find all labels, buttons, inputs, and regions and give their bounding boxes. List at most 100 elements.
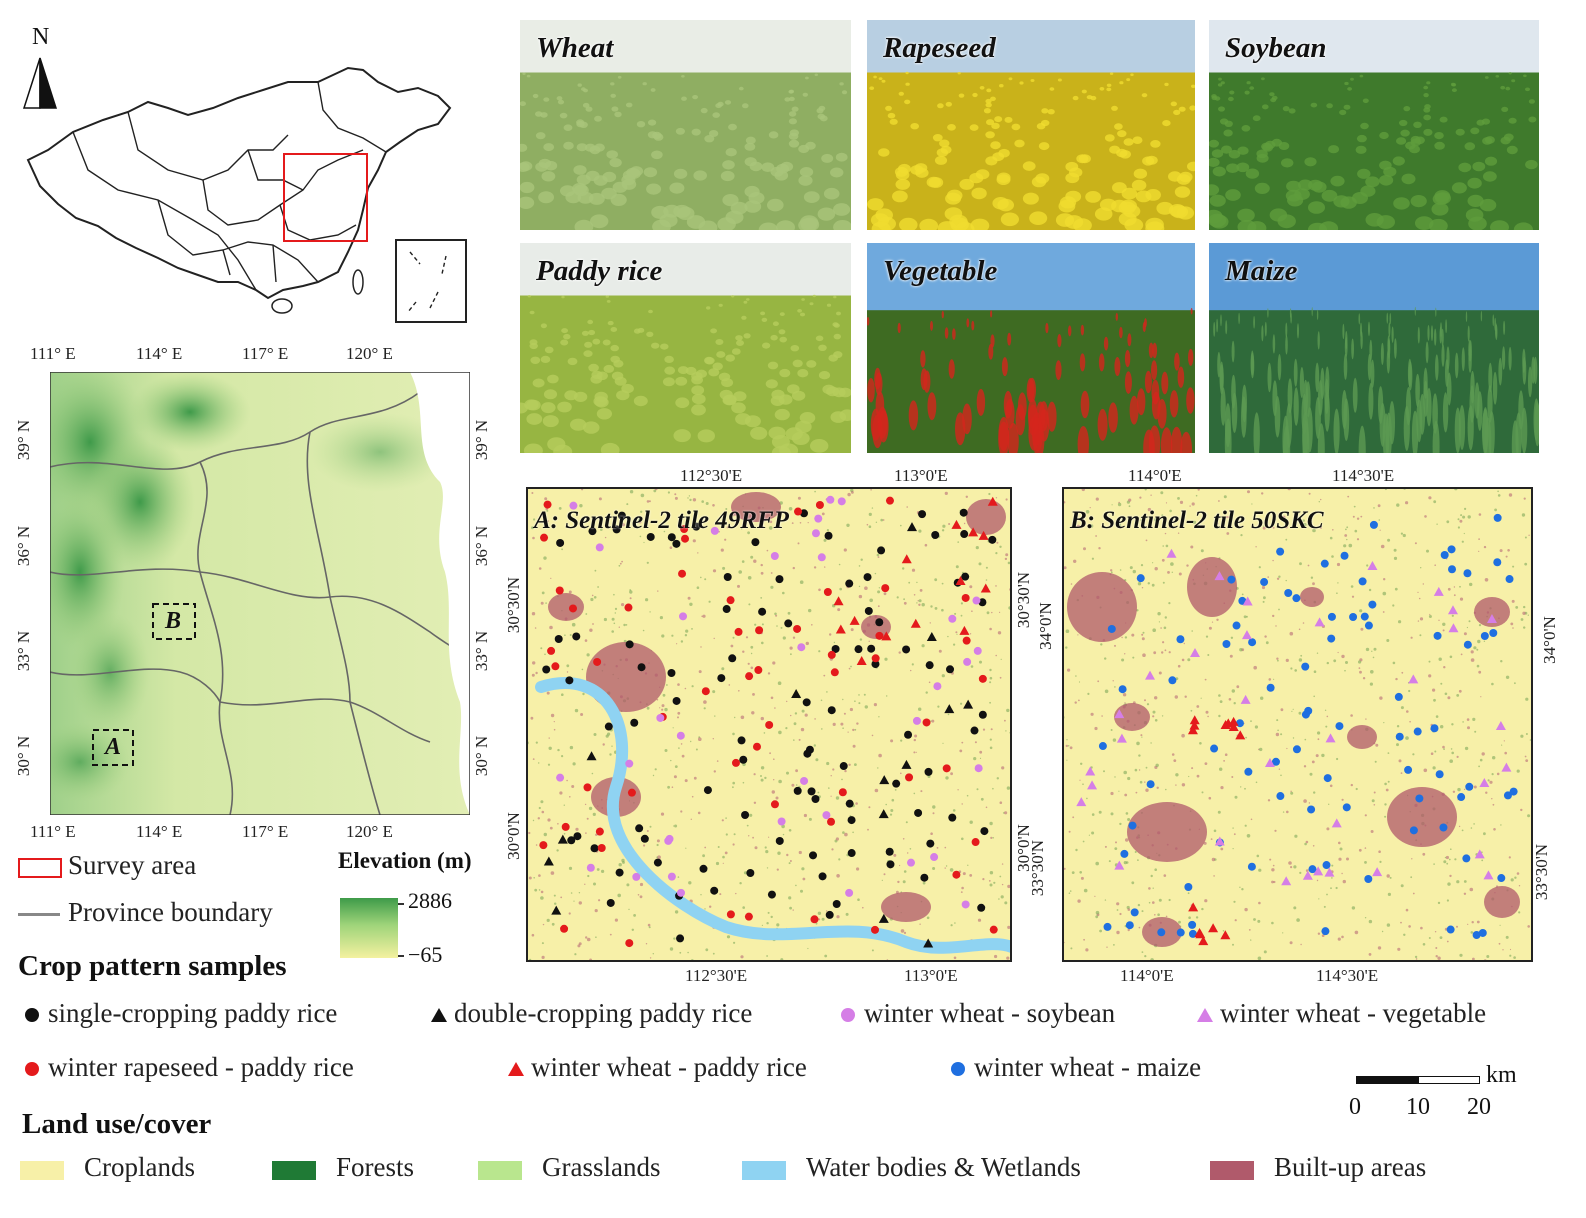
map-b-sample-76 [1493,558,1502,567]
map-a-sample-184 [907,858,916,867]
map-b-top-1: 114°30'E [1332,466,1395,485]
map-b-sample-68 [1323,774,1332,783]
map-b-sample-4 [1413,727,1422,736]
photo-paddy-rice: Paddy rice [520,243,851,453]
map-b-sample-14 [1462,854,1471,863]
map-b-sample-110 [1264,758,1275,768]
map-a-sample-100 [871,925,880,934]
map-a-sample-99 [875,631,884,640]
map-b-sample-23 [1176,928,1185,937]
map-b-sample-48 [1157,928,1166,937]
map-b-sample-63 [1188,920,1197,929]
survey-area-swatch [18,858,62,878]
map-a-sample-57 [728,654,737,663]
photo-label-rapeseed: Rapeseed [883,32,996,64]
map-a-sample-96 [560,924,569,933]
map-a-sample-178 [797,643,806,652]
map-a-sample-196 [923,938,934,948]
map-a-sample-69 [717,674,726,683]
map-b-sample-49 [1463,569,1472,578]
map-a-sample-45 [924,767,933,776]
map-a-sample-4 [902,645,911,654]
legend-label-wheat-maize: winter wheat - maize [974,1052,1202,1082]
map-a-sample-65 [606,898,615,907]
map-a-sample-67 [809,851,818,860]
map-a-sample-200 [959,625,970,635]
map-a-sample-42 [988,535,997,544]
map-a-sample-58 [676,934,685,943]
map-b-sample-100 [1240,694,1251,704]
map-b-sample-51 [1301,710,1310,719]
map-a-sample-208 [833,596,844,606]
map-a-sample-23 [886,860,895,869]
map-b-sample-88 [1501,762,1512,772]
map-a-sample-20 [885,847,894,856]
north-arrow-icon [22,57,41,109]
map-a-sample-31 [959,508,968,517]
map-b-sample-126 [1228,722,1239,732]
map-a-sample-5 [818,872,827,881]
map-a-sample-172 [822,811,831,820]
map-a-sample-189 [944,704,955,714]
map-b-sample-39 [1260,578,1269,587]
map-b-sample-38 [1509,787,1518,796]
map-a-sample-120 [942,764,951,773]
photo-rapeseed: Rapeseed [867,20,1195,230]
province-boundary-label: Province boundary [68,897,273,927]
map-b-sample-95 [1408,674,1419,684]
landcover-swatch-water-wetlands [742,1161,786,1180]
map-a-sample-171 [961,900,970,909]
legend-label-wheat-soybean: winter wheat - soybean [864,998,1116,1028]
map-b-sample-132 [1198,936,1209,946]
map-a-sample-191 [878,913,889,923]
map-a-sample-27 [637,663,646,672]
legend-marker-single-paddy [25,1008,39,1022]
map-a-sample-82 [845,579,854,588]
scale-bar [1356,1076,1480,1084]
map-a-sample-70 [946,665,955,674]
map-a-sample-112 [905,773,914,782]
map-b-sample-34 [1404,765,1413,774]
map-a-sample-131 [838,788,847,797]
legend-marker-wheat-maize [951,1062,965,1076]
map-b-sample-111 [1114,709,1125,719]
map-a-sample-137 [827,650,836,659]
map-a-sample-59 [567,836,576,845]
map-b-left-0: 34°0'N [1035,602,1055,650]
map-b-sample-42 [1276,792,1285,801]
map-a-sample-174 [817,553,826,562]
map-b-sample-36 [1146,780,1155,789]
map-a-sample-109 [827,817,836,826]
map-a-sample-209 [955,575,966,585]
map-b-sample-35 [1394,692,1403,701]
map-b-sample-12 [1358,577,1367,586]
map-a-sample-12 [737,736,746,745]
map-b-sample-44 [1447,545,1456,554]
map-a-sample-104 [680,525,689,534]
map-a-sample-151 [777,817,786,826]
map-b-sample-20 [1322,861,1331,870]
map-b-sample-52 [1435,770,1444,779]
map-a-sample-40 [751,538,760,547]
map-b-sample-91 [1367,560,1378,570]
map-a-sample-176 [800,776,809,785]
map-b-sample-106 [1085,766,1096,776]
area-a-label: A [105,734,122,760]
map-a-sample-210 [951,519,962,529]
map-b-sample-60 [1292,594,1301,603]
map-a-sample-107 [765,720,774,729]
elev-right-lat-0: 39° N [472,419,492,461]
map-b-sample-11 [1176,635,1185,644]
elevation-map: B A [30,362,471,816]
elev-top-lon-2: 117° E [242,344,289,363]
map-b-sample-122 [1189,720,1200,730]
map-a-sample-26 [630,718,639,727]
map-a-sample-130 [678,569,687,578]
landcover-swatch-croplands [20,1161,64,1180]
map-b-sample-18 [1503,791,1512,800]
photo-vegetable: Vegetable [867,243,1195,453]
map-b: B: Sentinel-2 tile 50SKC [1062,487,1533,962]
map-a-sample-95 [551,662,560,671]
area-a-box [92,729,134,766]
map-a-sample-164 [569,501,578,510]
